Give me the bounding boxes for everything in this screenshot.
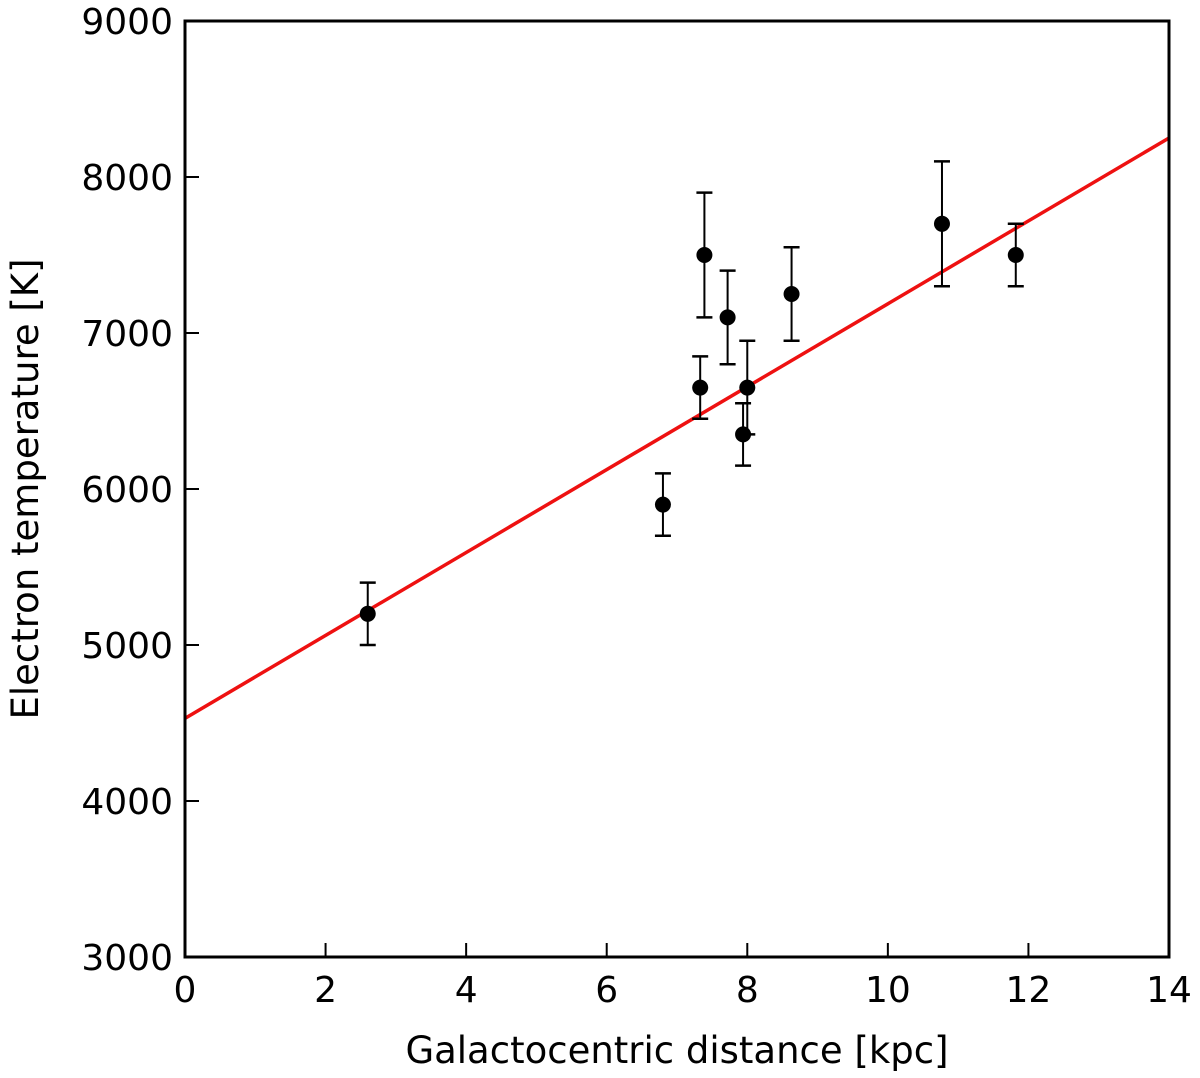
- tick-layer: 0 2 4 6 8 10 12 14 3000 4000 5000 6000 7000 8000 9000: [81, 2, 1192, 1011]
- x-tick-label: 2: [314, 970, 337, 1011]
- y-tick-label: 7000: [81, 314, 173, 355]
- data-point: [654, 496, 671, 513]
- y-axis-label: Electron temperature [K]: [4, 259, 47, 720]
- y-tick-label: 4000: [81, 782, 173, 823]
- x-tick-label: 0: [174, 970, 197, 1011]
- plot-frame: [183, 19, 1171, 959]
- x-tick-label: 14: [1146, 970, 1192, 1011]
- y-tick-label: 3000: [81, 938, 173, 979]
- data-point: [692, 379, 709, 396]
- data-point: [359, 605, 376, 622]
- data-point: [783, 286, 800, 302]
- y-tick-label: 5000: [81, 626, 173, 667]
- data-point: [696, 247, 713, 263]
- x-tick-label: 6: [595, 970, 618, 1011]
- x-tick-label: 12: [1006, 970, 1052, 1011]
- x-axis-label: Galactocentric distance [kpc]: [405, 1029, 948, 1072]
- error-bar-layer: [359, 160, 1024, 647]
- data-point: [739, 379, 756, 396]
- y-tick-label: 8000: [81, 158, 173, 199]
- y-tick-label: 9000: [81, 2, 173, 43]
- data-point-layer: [359, 215, 1024, 622]
- x-tick-label: 10: [865, 970, 911, 1011]
- x-tick-label: 8: [736, 970, 759, 1011]
- data-point: [719, 309, 736, 326]
- x-tick-label: 4: [455, 970, 478, 1011]
- data-point: [735, 426, 752, 443]
- y-tick-label: 6000: [81, 470, 173, 511]
- data-point: [1007, 247, 1024, 263]
- data-point: [933, 215, 950, 232]
- fit-line-layer: [184, 136, 1170, 720]
- fit-line: [184, 136, 1170, 720]
